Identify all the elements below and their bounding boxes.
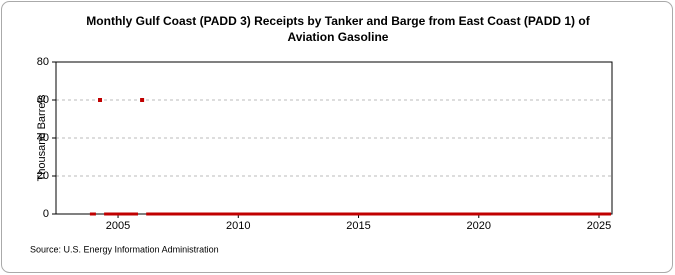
y-axis-label: Thousand Barrels <box>36 94 48 181</box>
x-tick-label: 2020 <box>467 220 491 232</box>
y-tick-label: 20 <box>37 170 49 182</box>
data-point <box>98 98 103 102</box>
x-tick-label: 2010 <box>226 220 250 232</box>
chart-title: Monthly Gulf Coast (PADD 3) Receipts by … <box>86 14 590 28</box>
x-tick-label: 2015 <box>346 220 370 232</box>
x-tick-label: 2005 <box>106 220 130 232</box>
y-tick-label: 80 <box>37 56 49 68</box>
x-tick-label: 2025 <box>587 220 611 232</box>
chart-title: Aviation Gasoline <box>288 30 389 44</box>
source-note: Source: U.S. Energy Information Administ… <box>30 244 219 254</box>
y-tick-label: 60 <box>37 94 49 106</box>
y-tick-label: 0 <box>43 208 49 220</box>
data-point <box>140 98 145 102</box>
y-tick-label: 40 <box>37 132 49 144</box>
